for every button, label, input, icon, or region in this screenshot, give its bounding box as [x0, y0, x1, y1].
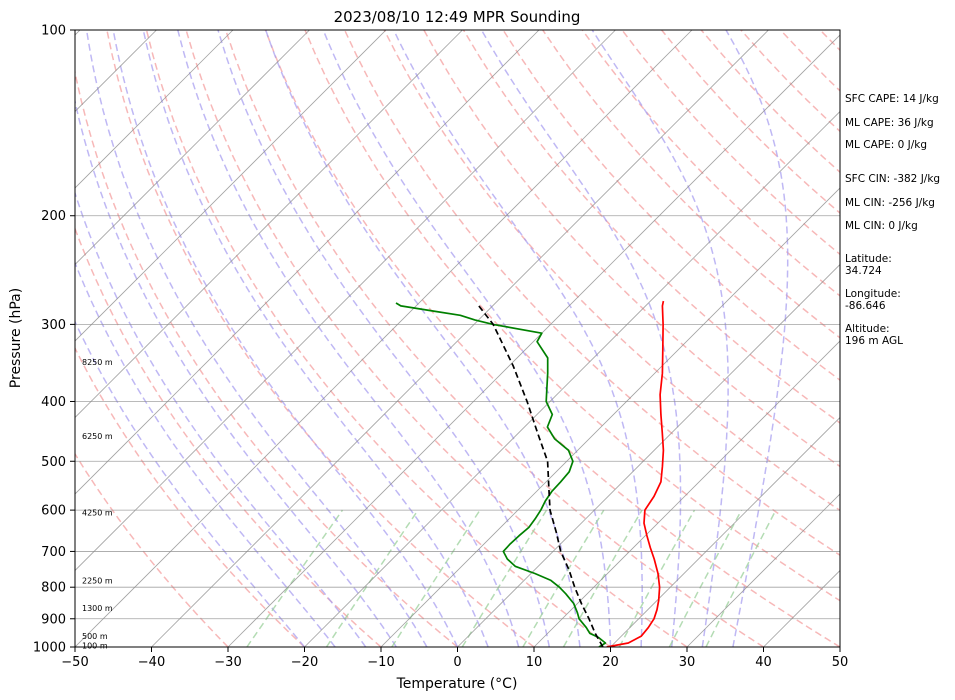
moist-adiabat: [217, 30, 551, 647]
dry-adiabat: [145, 30, 611, 647]
isotherm: [380, 187, 840, 647]
height-label: 4250 m: [82, 508, 113, 517]
x-tick-label: 30: [679, 655, 696, 670]
dry-adiabat: [542, 30, 840, 339]
isotherm: [75, 30, 540, 495]
latitude-label: Latitude:: [845, 253, 892, 265]
height-label: 100 m: [82, 641, 108, 650]
isotherm: [533, 340, 840, 647]
ml-cape-text-2: ML CAPE: 0 J/kg: [845, 139, 927, 151]
dry-adiabat: [343, 30, 840, 557]
moist-adiabat: [75, 190, 367, 647]
y-tick-label: 1000: [33, 641, 66, 656]
stats-panel: SFC CAPE: 14 J/kg ML CAPE: 36 J/kg ML CA…: [845, 93, 940, 347]
dry-adiabat: [304, 30, 840, 602]
isotherm: [610, 416, 840, 647]
isotherm: [686, 493, 840, 647]
ml-cin-text: ML CIN: -256 J/kg: [845, 197, 935, 209]
x-tick-label: 10: [526, 655, 543, 670]
moist-adiabat: [75, 320, 306, 647]
moist-adiabat: [177, 30, 520, 647]
isotherm: [75, 30, 387, 342]
y-tick-label: 500: [41, 455, 66, 470]
x-tick-label: −30: [214, 655, 241, 670]
x-tick-label: 20: [602, 655, 619, 670]
x-tick-label: 0: [453, 655, 461, 670]
dry-adiabat: [383, 30, 840, 512]
height-label: 2250 m: [82, 576, 113, 585]
sfc-cape-text: SFC CAPE: 14 J/kg: [845, 93, 939, 105]
ml-cape-text: ML CAPE: 36 J/kg: [845, 117, 934, 129]
moist-adiabat: [75, 98, 397, 647]
temperature-line: [606, 300, 665, 647]
moist-adiabat: [112, 30, 459, 647]
latitude-value: 34.724: [845, 265, 882, 277]
dry-adiabat: [75, 68, 458, 647]
dry-adiabat: [224, 30, 764, 647]
moist-adiabat: [264, 30, 581, 647]
x-tick-label: −10: [367, 655, 394, 670]
longitude-value: -86.646: [845, 300, 886, 312]
y-axis-label: Pressure (hPa): [8, 288, 24, 388]
isotherm: [75, 30, 693, 647]
y-tick-label: 800: [41, 581, 66, 596]
isotherm: [227, 34, 840, 647]
moist-adiabat: [85, 30, 428, 647]
dry-adiabat: [106, 30, 535, 647]
y-tick-label: 900: [41, 612, 66, 627]
isotherm: [304, 110, 840, 647]
y-tick-label: 700: [41, 545, 66, 560]
parcel-line: [478, 305, 604, 647]
dry-adiabat: [502, 30, 840, 382]
isotherm: [457, 263, 840, 647]
isotherm: [75, 30, 463, 419]
moist-adiabat: [725, 30, 789, 647]
x-tick-label: −40: [138, 655, 165, 670]
altitude-value: 196 m AGL: [845, 335, 903, 347]
x-tick-label: −50: [61, 655, 88, 670]
background-lines: [75, 30, 840, 647]
isotherm: [151, 30, 769, 647]
dry-adiabat: [264, 30, 840, 647]
dry-adiabat: [462, 30, 840, 424]
height-label: 1300 m: [82, 604, 113, 613]
profile-lines: [395, 300, 665, 647]
y-tick-label: 200: [41, 209, 66, 224]
y-tick-label: 400: [41, 395, 66, 410]
y-axis: 1000 900 800 700 600 500 400 300 200 100: [33, 24, 75, 656]
moist-adiabat: [142, 30, 489, 647]
height-label: 500 m: [82, 632, 108, 641]
x-tick-label: −20: [291, 655, 318, 670]
height-label: 6250 m: [82, 432, 113, 441]
moist-adiabat: [393, 30, 643, 647]
longitude-label: Longitude:: [845, 288, 901, 300]
dry-adiabat: [581, 30, 840, 297]
chart-title: 2023/08/10 12:49 MPR Sounding: [334, 8, 581, 26]
dry-adiabat: [75, 346, 306, 647]
ml-cin-text-2: ML CIN: 0 J/kg: [845, 220, 918, 232]
moist-adiabat: [75, 260, 336, 647]
x-tick-label: 50: [832, 655, 849, 670]
y-tick-label: 100: [41, 24, 66, 39]
dry-adiabat: [75, 452, 229, 647]
x-axis-label: Temperature (°C): [396, 676, 518, 692]
dewpoint-line: [395, 302, 607, 647]
isotherm: [75, 30, 616, 572]
sfc-cin-text: SFC CIN: -382 J/kg: [845, 173, 940, 185]
isotherm: [75, 30, 234, 189]
altitude-label: Altitude:: [845, 323, 890, 335]
x-axis: −50 −40 −30 −20 −10 0 10 20 30 40 50: [61, 647, 848, 670]
height-label: 8250 m: [82, 358, 113, 367]
dry-adiabat: [423, 30, 840, 468]
x-tick-label: 40: [755, 655, 772, 670]
y-tick-label: 600: [41, 504, 66, 519]
dry-adiabat: [75, 226, 382, 647]
moist-adiabat: [480, 30, 682, 647]
dry-adiabat: [185, 30, 688, 647]
y-tick-label: 300: [41, 318, 66, 333]
isotherm: [75, 30, 310, 266]
